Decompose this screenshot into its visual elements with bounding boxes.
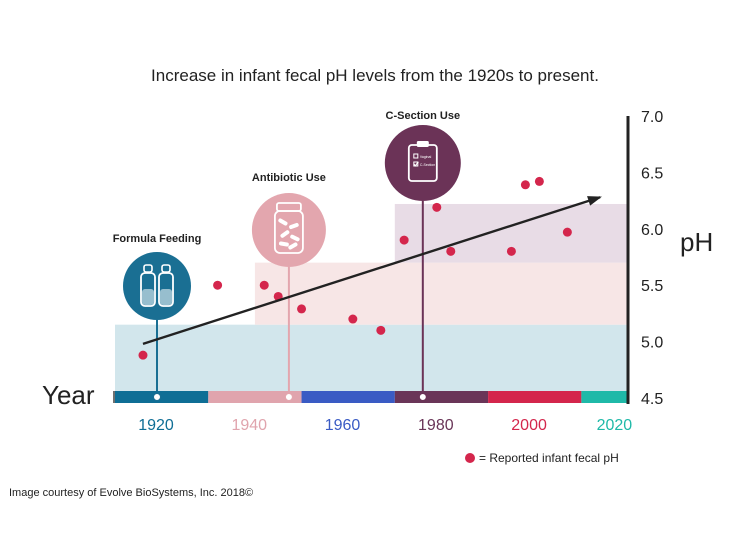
y-tick-label: 7.0 — [641, 109, 663, 126]
timeline-segment-1940 — [208, 391, 302, 403]
timeline-segment-1980 — [394, 391, 489, 403]
year-label-2020: 2020 — [597, 417, 633, 434]
chart-title: Increase in infant fecal pH levels from … — [151, 66, 599, 85]
timeline-bar: 1920 1940 1960 1980 2000 2020 — [113, 391, 632, 434]
y-axis-label: pH — [680, 227, 713, 257]
trend-arrowhead — [587, 196, 602, 206]
data-point — [562, 227, 572, 237]
year-label-1920: 1920 — [138, 417, 174, 434]
trend-line — [142, 196, 601, 345]
event-circle — [384, 125, 461, 201]
event-year-dot — [153, 393, 161, 401]
event-label: C-Section Use — [386, 110, 461, 122]
data-point — [506, 246, 516, 256]
event-circle — [251, 193, 326, 267]
legend-marker — [465, 453, 475, 463]
event-year-dot — [418, 393, 427, 401]
data-point — [446, 246, 456, 256]
year-label-2000: 2000 — [511, 417, 547, 434]
timeline-lead — [113, 391, 115, 403]
year-label-1940: 1940 — [231, 417, 267, 434]
data-point — [376, 325, 386, 335]
data-point — [138, 350, 148, 360]
event-markers: Formula Feeding Antibiotic Use Vaginal C-Se… — [113, 110, 461, 401]
trend-arrow — [142, 196, 602, 345]
timeline-segment-2020 — [581, 391, 628, 403]
bottles-icon — [140, 264, 174, 307]
data-point — [213, 280, 223, 290]
year-label-1960: 1960 — [325, 417, 361, 434]
legend-label: = Reported infant fecal pH — [479, 451, 619, 465]
data-points — [138, 176, 572, 360]
data-point — [348, 314, 358, 324]
timeline-segment-2000 — [488, 391, 582, 403]
data-point — [520, 180, 530, 190]
y-tick-label: 6.5 — [641, 165, 663, 182]
y-tick-label: 5.0 — [641, 335, 663, 352]
image-credit: Image courtesy of Evolve BioSystems, Inc… — [9, 487, 253, 499]
band-1 — [254, 262, 628, 325]
event-label: Antibiotic Use — [252, 172, 326, 184]
event-circle — [123, 252, 191, 320]
background-bands — [115, 203, 628, 398]
icon-text-csection: C-Section — [420, 163, 435, 167]
y-tick-label: 5.5 — [641, 278, 663, 295]
clipboard-icon: Vaginal C-Section — [407, 141, 438, 182]
y-axis: 7.0 6.5 6.0 5.5 5.0 4.5 — [626, 109, 663, 408]
data-point — [259, 280, 269, 290]
timeline-segment-1960 — [301, 391, 395, 403]
y-tick-label: 6.0 — [641, 222, 663, 239]
timeline-segment-1920 — [115, 391, 209, 403]
event-label: Formula Feeding — [113, 233, 202, 245]
band-0 — [115, 324, 628, 398]
data-point — [399, 235, 409, 245]
data-point — [534, 176, 544, 186]
y-tick-label: 4.5 — [641, 391, 663, 408]
data-point — [297, 304, 307, 314]
event-year-dot — [284, 393, 293, 401]
year-label-1980: 1980 — [418, 417, 454, 434]
pill-jar-icon — [274, 202, 304, 254]
x-axis-label: Year — [42, 380, 95, 410]
icon-text-vaginal: Vaginal — [420, 155, 432, 159]
data-point — [432, 202, 442, 212]
event-stems — [156, 201, 424, 397]
